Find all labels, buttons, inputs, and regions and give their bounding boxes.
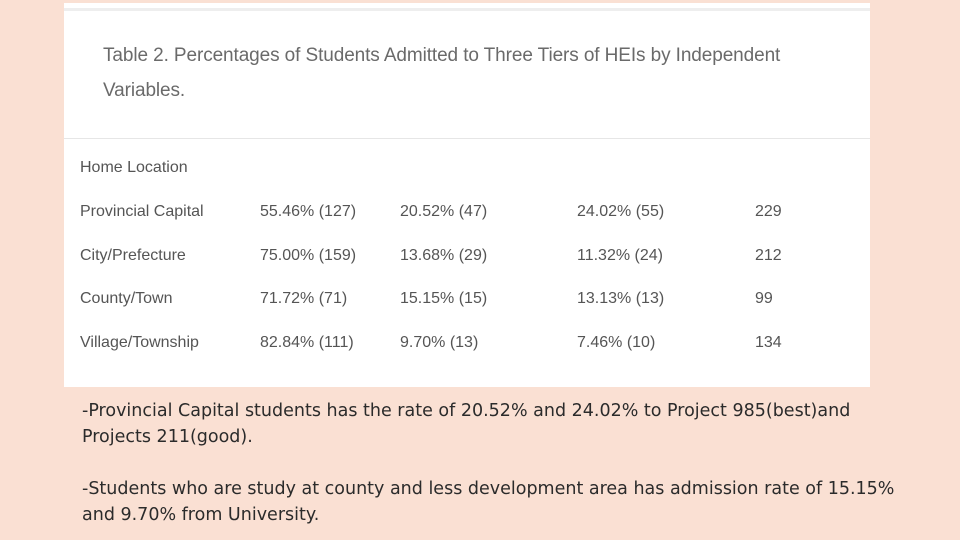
note-county-students: -Students who are study at county and le… [82, 479, 895, 525]
row-label: Village/Township [80, 334, 199, 351]
cell-tier-3: 11.32% (24) [577, 247, 663, 264]
table-caption: Table 2. Percentages of Students Admitte… [103, 45, 781, 101]
note-provincial-capital: -Provincial Capital students has the rat… [82, 401, 851, 447]
cell-tier-1: 82.84% (111) [260, 334, 354, 351]
panel-top-border [64, 8, 870, 11]
cell-tier-2: 20.52% (47) [400, 203, 488, 220]
table-image-panel: Table 2. Percentages of Students Admitte… [64, 3, 870, 387]
row-label: County/Town [80, 290, 173, 307]
cell-tier-2: 15.15% (15) [400, 290, 488, 307]
cell-tier-3: 24.02% (55) [577, 203, 665, 220]
table-divider [64, 138, 870, 139]
slide-notes: -Provincial Capital students has the rat… [82, 398, 922, 540]
cell-tier-3: 13.13% (13) [577, 290, 665, 307]
cell-tier-2: 9.70% (13) [400, 334, 479, 351]
row-label: Provincial Capital [80, 203, 204, 220]
table-row: County/Town 71.72% (71) 15.15% (15) 13.1… [64, 290, 870, 314]
table-row: Village/Township 82.84% (111) 9.70% (13)… [64, 334, 870, 358]
cell-total: 212 [755, 247, 782, 264]
cell-total: 134 [755, 334, 782, 351]
cell-total: 229 [755, 203, 782, 220]
row-label: City/Prefecture [80, 247, 186, 264]
table-row: Provincial Capital 55.46% (127) 20.52% (… [64, 203, 870, 227]
cell-tier-1: 55.46% (127) [260, 203, 357, 220]
cell-total: 99 [755, 290, 773, 307]
cell-tier-1: 75.00% (159) [260, 247, 357, 264]
table-row: City/Prefecture 75.00% (159) 13.68% (29)… [64, 247, 870, 271]
cell-tier-1: 71.72% (71) [260, 290, 348, 307]
cell-tier-2: 13.68% (29) [400, 247, 488, 264]
cell-tier-3: 7.46% (10) [577, 334, 656, 351]
group-label-home-location: Home Location [80, 159, 188, 176]
